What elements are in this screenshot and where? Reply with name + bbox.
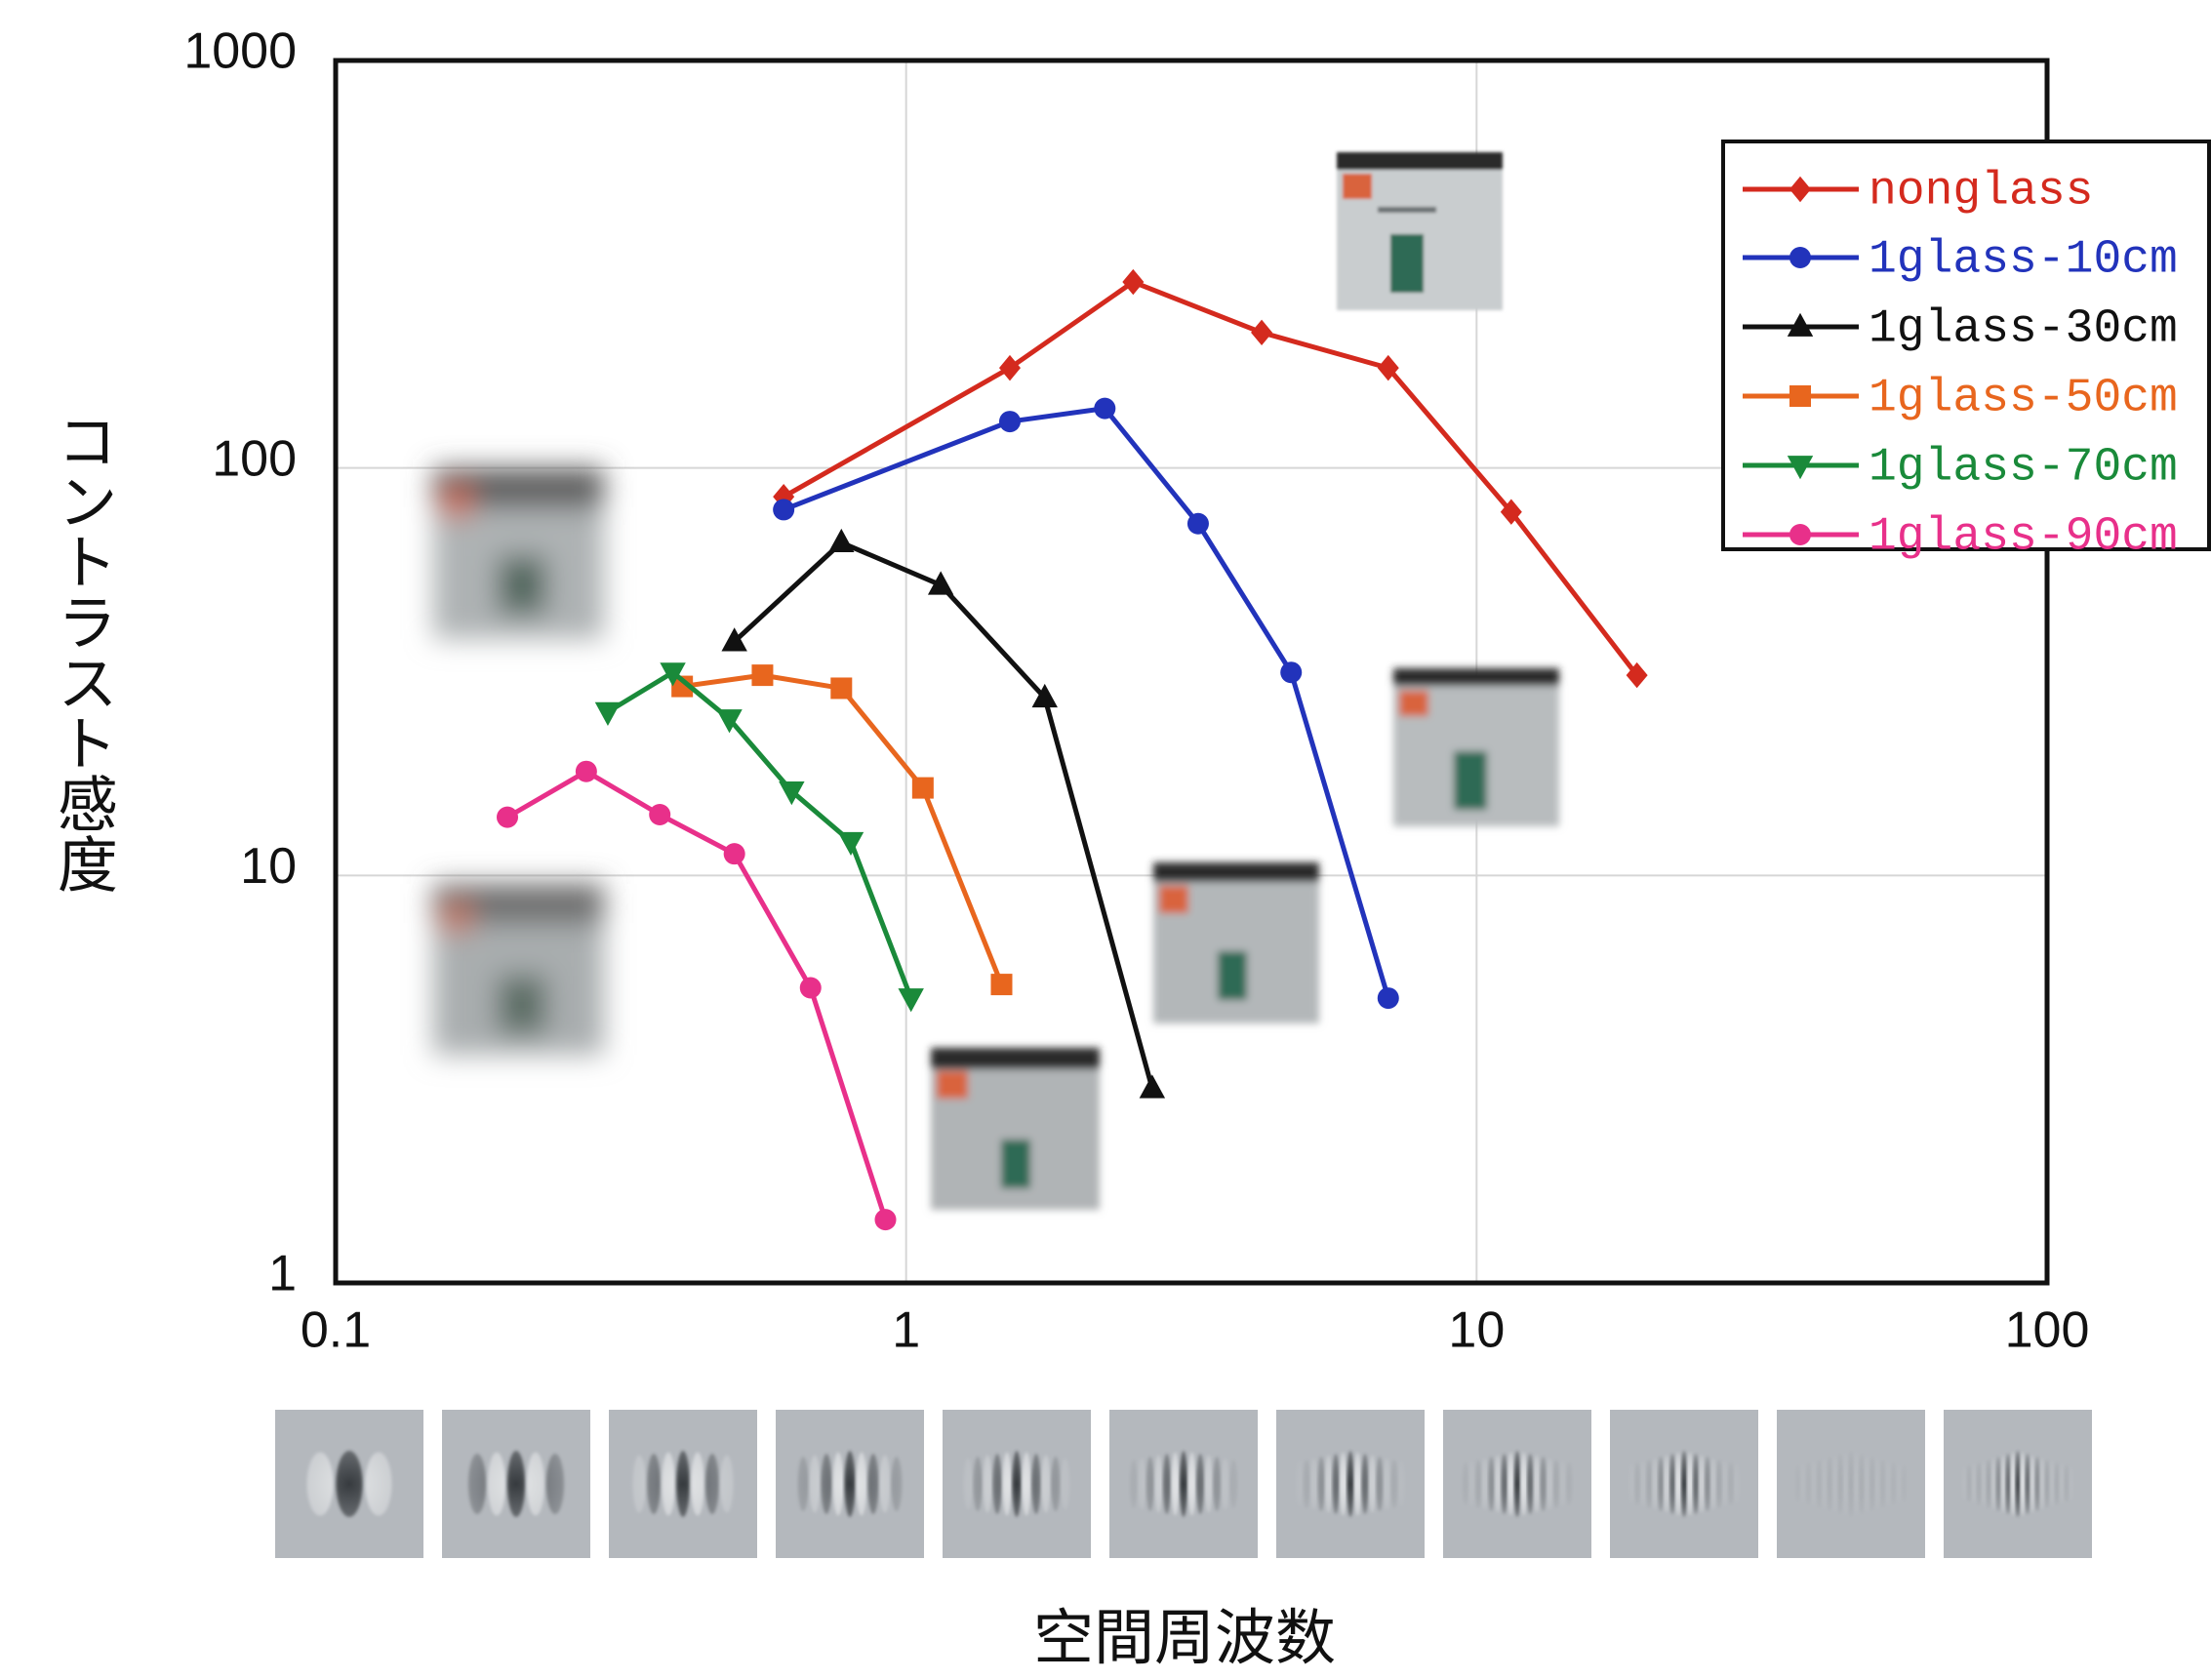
marker	[800, 977, 822, 998]
gabor-fade	[1276, 1410, 1425, 1558]
gabor-patch	[1944, 1410, 2092, 1558]
gabor-patch	[1276, 1410, 1425, 1558]
gabor-fade	[1109, 1410, 1258, 1558]
x-tick-label: 0.1	[301, 1302, 371, 1359]
gabor-patch	[1777, 1410, 1925, 1558]
marker	[576, 761, 597, 782]
legend-label: 1glass-90cm	[1869, 511, 2178, 564]
gabor-patch	[943, 1410, 1091, 1558]
thumbnail-slight-blur	[1393, 668, 1559, 826]
marker	[999, 411, 1021, 432]
thumbnail-blur	[1153, 862, 1319, 1023]
gabor-fade	[776, 1410, 924, 1558]
legend-label: 1glass-10cm	[1869, 234, 2178, 287]
legend-label: nonglass	[1869, 166, 2093, 219]
gabor-fade	[442, 1410, 590, 1558]
marker	[1378, 987, 1399, 1009]
marker	[724, 843, 745, 864]
gabor-fade	[1443, 1410, 1591, 1558]
marker	[497, 807, 518, 828]
marker	[649, 804, 670, 825]
page: {"chart_data": { "type": "line", "xlabel…	[0, 0, 2211, 1676]
gabor-patch	[442, 1410, 590, 1558]
marker	[912, 778, 934, 799]
gabor-patch	[609, 1410, 757, 1558]
gabor-patch	[1610, 1410, 1758, 1558]
y-tick-label: 1000	[183, 23, 297, 80]
gabor-fade	[1944, 1410, 2092, 1558]
marker	[1187, 513, 1209, 535]
gabor-fade	[943, 1410, 1091, 1558]
gabor-fade	[275, 1410, 423, 1558]
legend-label: 1glass-50cm	[1869, 373, 2178, 425]
legend-label: 1glass-70cm	[1869, 442, 2178, 495]
gabor-patches	[275, 1410, 2092, 1558]
legend-label: 1glass-30cm	[1869, 303, 2178, 356]
marker	[1094, 398, 1115, 420]
x-tick-label: 1	[892, 1302, 920, 1359]
marker	[773, 499, 794, 520]
gabor-patch	[1109, 1410, 1258, 1558]
gabor-fade	[1610, 1410, 1758, 1558]
marker	[1789, 247, 1811, 268]
chart: nonglass 1glass-10cm 1glass-30cm 1glass-50c…	[0, 0, 2211, 1676]
y-tick-label: 10	[240, 838, 297, 895]
thumbnail-blur-more	[931, 1048, 1100, 1210]
x-tick-label: 100	[2005, 1302, 2090, 1359]
gabor-patch	[776, 1410, 924, 1558]
x-axis-title: 空間周波数	[1033, 1602, 1336, 1673]
y-tick-label: 1	[268, 1246, 297, 1302]
thumbnail-sharp	[1337, 152, 1503, 310]
gabor-patch	[275, 1410, 423, 1558]
marker	[990, 974, 1012, 995]
y-axis-title: コントラスト感度	[47, 410, 118, 894]
marker	[1789, 524, 1811, 545]
marker	[874, 1209, 896, 1230]
thumbnail-heavy-blur	[433, 884, 604, 1055]
marker	[1789, 385, 1811, 407]
marker	[1280, 661, 1302, 683]
gabor-fade	[1777, 1410, 1925, 1558]
gabor-patch	[1443, 1410, 1591, 1558]
y-tick-label: 100	[212, 430, 297, 487]
thumbnail-heavy-blur	[433, 468, 604, 639]
gabor-fade	[609, 1410, 757, 1558]
marker	[751, 664, 773, 686]
marker	[830, 677, 852, 699]
x-tick-label: 10	[1448, 1302, 1505, 1359]
